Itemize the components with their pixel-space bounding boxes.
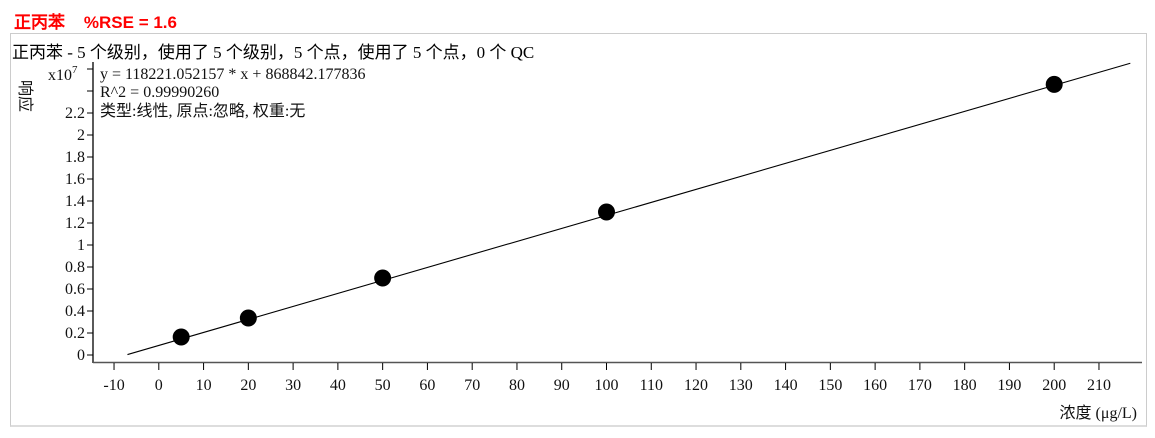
y-tick-label: 0.6 xyxy=(65,281,85,298)
x-tick-label: 30 xyxy=(285,377,301,394)
y-multiplier: x107 xyxy=(48,64,78,84)
x-tick-label: 110 xyxy=(640,377,663,394)
y-tick-label: 2 xyxy=(77,127,85,144)
y-tick-label: 0 xyxy=(77,347,85,364)
data-point xyxy=(239,309,257,327)
y-tick-label: 2.2 xyxy=(65,105,85,122)
y-tick-label: 1.6 xyxy=(65,171,85,188)
y-tick-label: 1.4 xyxy=(65,193,85,210)
x-tick-label: 210 xyxy=(1087,377,1111,394)
data-point xyxy=(374,269,392,287)
y-tick-label: 1.8 xyxy=(65,149,85,166)
data-point xyxy=(172,328,190,346)
x-tick-label: 50 xyxy=(375,377,391,394)
x-tick-label: 0 xyxy=(155,377,163,394)
chart-subtitle: 正丙苯 - 5 个级别，使用了 5 个级别，5 个点，使用了 5 个点，0 个 … xyxy=(12,43,535,62)
y-tick-label: 1 xyxy=(77,237,85,254)
y-tick-label: 0.8 xyxy=(65,259,85,276)
x-tick-label: 10 xyxy=(196,377,212,394)
x-tick-label: 180 xyxy=(953,377,977,394)
y-tick-label: 1.2 xyxy=(65,215,85,232)
x-tick-label: 150 xyxy=(818,377,842,394)
r2-line: R^2 = 0.99990260 xyxy=(100,84,219,101)
y-tick-label: 0.4 xyxy=(65,303,85,320)
x-tick-label: 100 xyxy=(595,377,619,394)
eq-line: y = 118221.052157 * x + 868842.177836 xyxy=(100,66,365,83)
fit-line xyxy=(127,62,1131,356)
compound-name: 正丙苯 xyxy=(14,13,65,32)
fit-type-line: 类型:线性, 原点:忽略, 权重:无 xyxy=(100,102,305,120)
x-tick-label: 40 xyxy=(330,377,346,394)
x-tick-label: 90 xyxy=(554,377,570,394)
x-tick-label: 170 xyxy=(908,377,932,394)
chart-panel xyxy=(10,33,1147,427)
x-tick-label: 190 xyxy=(997,377,1021,394)
data-point xyxy=(598,203,615,221)
y-axis-label: 响应 xyxy=(16,80,35,112)
x-tick-label: 140 xyxy=(774,377,798,394)
chart-header: 正丙苯 %RSE = 1.6 xyxy=(14,8,177,33)
x-tick-label: 120 xyxy=(684,377,708,394)
x-tick-label: 200 xyxy=(1042,377,1066,394)
x-tick-label: 60 xyxy=(419,377,435,394)
rse-value: %RSE = 1.6 xyxy=(83,13,177,32)
x-tick-label: 130 xyxy=(729,377,753,394)
x-tick-label: 70 xyxy=(464,377,480,394)
x-tick-label: 80 xyxy=(509,377,525,394)
x-tick-label: 160 xyxy=(863,377,887,394)
y-tick-label: 0.2 xyxy=(65,325,85,342)
x-tick-label: -10 xyxy=(103,377,124,394)
x-tick-label: 20 xyxy=(240,377,256,394)
data-point xyxy=(1045,75,1063,93)
x-axis-label: 浓度 (μg/L) xyxy=(1060,404,1137,422)
